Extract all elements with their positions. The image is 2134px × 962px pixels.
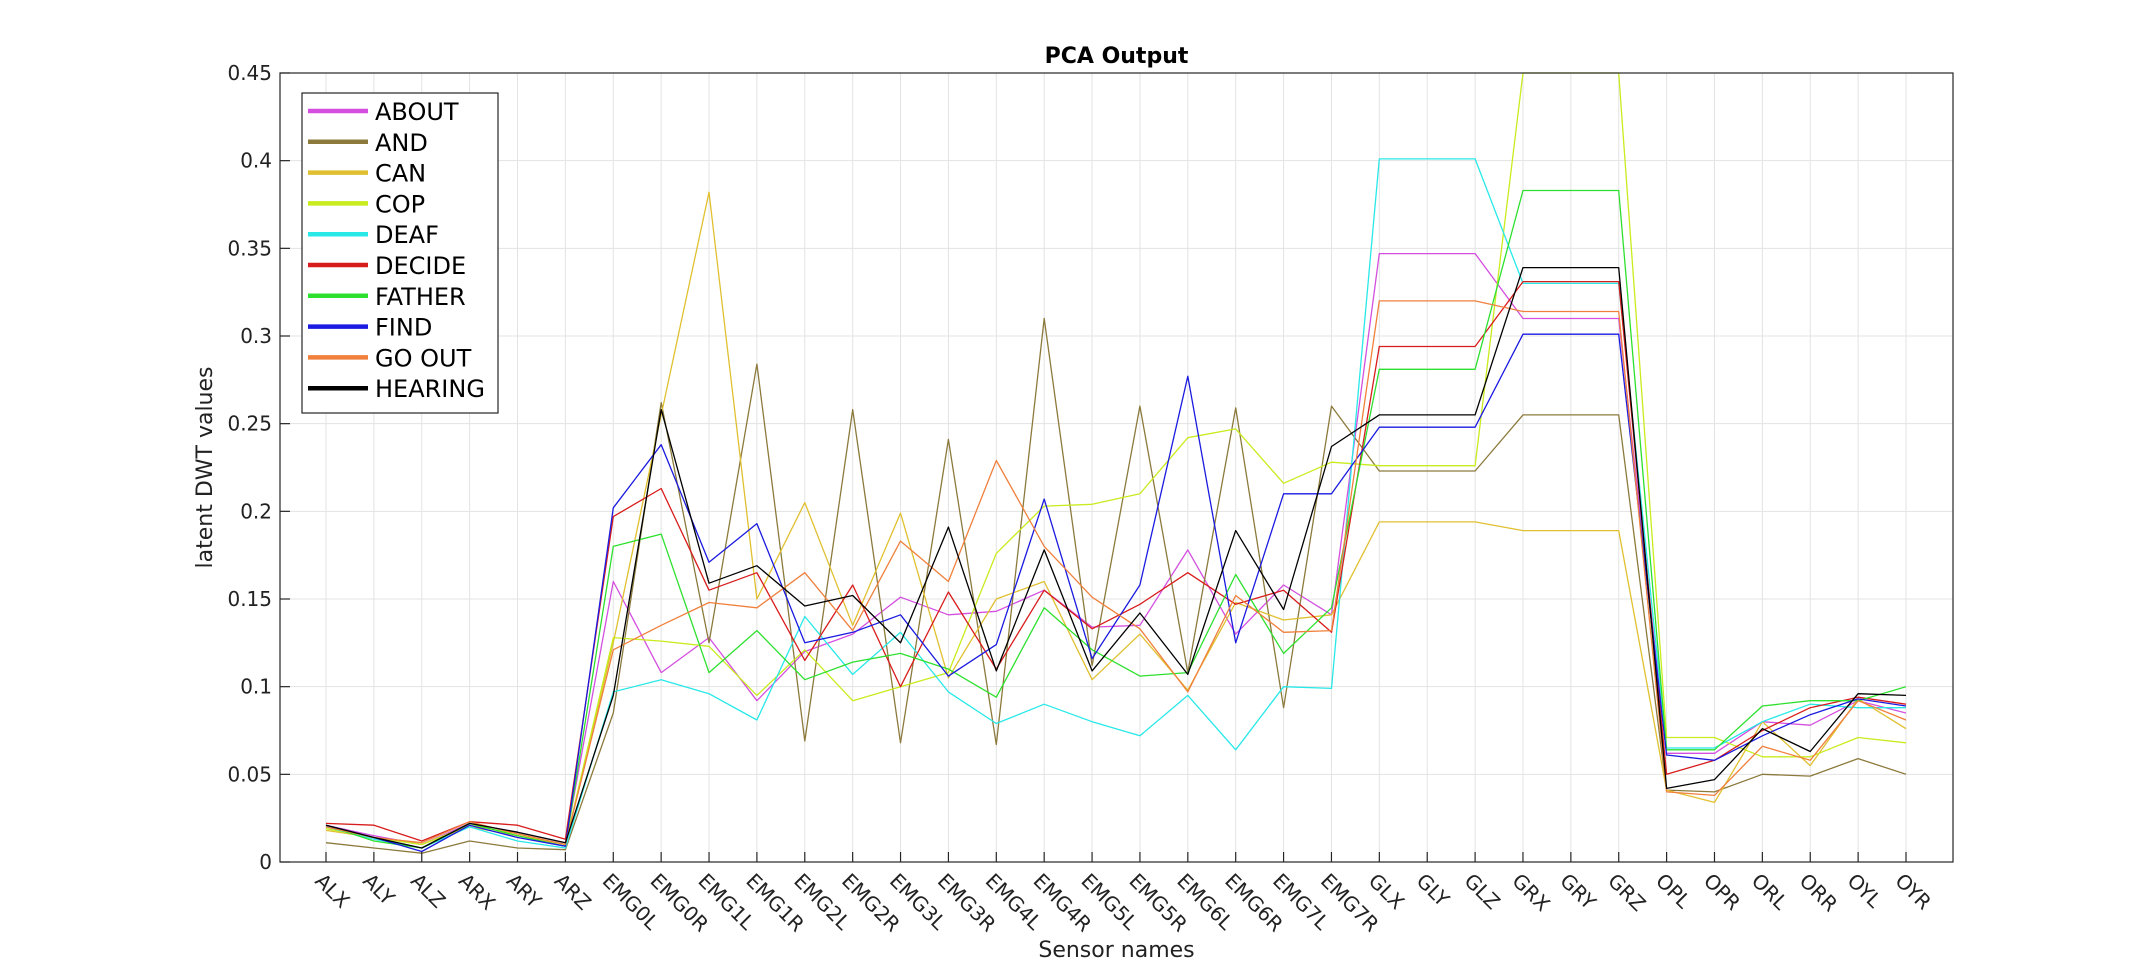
series-line-cop xyxy=(325,72,1907,846)
x-tick-label: ALX xyxy=(310,869,354,913)
x-tick-label: GLZ xyxy=(1460,869,1505,914)
series-line-and xyxy=(325,317,1907,854)
y-tick-label: 0.35 xyxy=(227,236,272,260)
legend-label: DECIDE xyxy=(375,252,466,280)
y-tick-label: 0.45 xyxy=(227,61,272,85)
x-tick-label: OYL xyxy=(1843,869,1887,913)
x-tick-label: ORL xyxy=(1747,869,1793,915)
x-tick-label: ALY xyxy=(358,869,400,911)
x-tick-label: GRX xyxy=(1507,869,1555,917)
x-tick-label: ARX xyxy=(454,869,500,915)
x-tick-label: OPL xyxy=(1651,869,1696,914)
legend-label: FIND xyxy=(375,314,432,342)
legend-label: DEAF xyxy=(375,221,439,249)
x-tick-label: GLY xyxy=(1412,869,1455,912)
grid xyxy=(280,72,1953,863)
legend-label: ABOUT xyxy=(375,98,459,126)
x-tick-label: ARY xyxy=(502,869,547,914)
chart-title: PCA Output xyxy=(1045,44,1189,69)
legend-label: GO OUT xyxy=(375,344,472,372)
series-line-go-out xyxy=(325,300,1907,846)
y-tick-label: 0.1 xyxy=(240,675,272,699)
x-tick-label: ARZ xyxy=(550,869,596,915)
legend-label: COP xyxy=(375,190,425,218)
x-tick-label: GRY xyxy=(1555,869,1601,915)
series-line-find xyxy=(325,333,1907,853)
y-tick-label: 0.4 xyxy=(240,149,272,173)
x-tick-label: OPR xyxy=(1699,869,1746,916)
y-tick-label: 0 xyxy=(259,850,272,874)
x-tick-label: OYR xyxy=(1890,869,1936,915)
legend-box xyxy=(301,92,499,414)
legend-label: AND xyxy=(375,129,428,157)
x-tick-label: ORR xyxy=(1795,869,1843,917)
y-tick-label: 0.25 xyxy=(227,412,272,436)
y-axis: 0 0.05 0.1 0.15 0.2 0.25 0.3 0.35 0.4 0.45 xyxy=(227,61,290,874)
plot-frame xyxy=(279,72,1954,863)
series-line-can xyxy=(325,191,1907,846)
series-line-hearing xyxy=(325,266,1907,849)
x-axis: ALX ALY ALZ ARX ARY ARZ EMG0LEMG0REMG1LEMG1REM… xyxy=(310,852,1936,937)
y-tick-label: 0.2 xyxy=(240,499,272,523)
series-line-deaf xyxy=(325,158,1906,849)
y-tick-label: 0.15 xyxy=(227,587,272,611)
y-axis-label: latent DWT values xyxy=(193,367,218,569)
legend-label: CAN xyxy=(375,160,426,188)
y-tick-label: 0.3 xyxy=(240,324,272,348)
x-tick-label: ALZ xyxy=(406,869,450,913)
y-tick-label: 0.05 xyxy=(227,762,272,786)
x-axis-label: Sensor names xyxy=(1038,938,1194,962)
legend-label: FATHER xyxy=(375,283,466,311)
legend-label: HEARING xyxy=(375,375,485,403)
x-tick-label: GRZ xyxy=(1603,869,1650,916)
series-line-about xyxy=(325,252,1907,846)
series-line-father xyxy=(325,189,1907,849)
series-lines xyxy=(325,72,1907,854)
series-line-decide xyxy=(325,280,1907,842)
